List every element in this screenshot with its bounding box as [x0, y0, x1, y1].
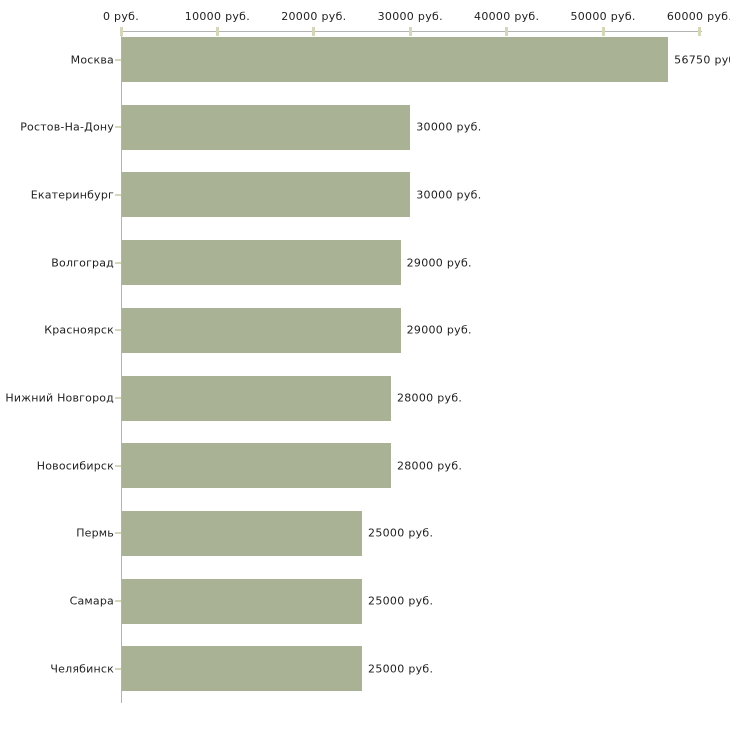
x-axis-tick-mark — [505, 27, 509, 36]
bar — [122, 510, 363, 556]
bar-value-label: 30000 руб. — [416, 188, 482, 202]
bar — [122, 375, 391, 421]
x-axis-tick-mark — [601, 27, 605, 36]
x-axis-tick-mark — [408, 27, 412, 36]
x-axis-tick-label: 20000 руб. — [281, 10, 347, 23]
bar-value-label: 56750 руб — [674, 53, 730, 66]
bar — [122, 104, 411, 150]
bar — [122, 443, 391, 489]
category-label: Самара — [69, 594, 114, 608]
y-axis-tick-mark — [115, 397, 121, 399]
bar-value-label: 28000 руб. — [396, 459, 463, 473]
y-axis-tick-mark — [115, 667, 121, 670]
bar-value-label: 25000 руб. — [368, 662, 434, 676]
x-axis-tick-mark — [215, 27, 219, 36]
x-axis-tick-label: 30000 руб. — [377, 10, 443, 23]
bar-value-label: 25000 руб. — [368, 526, 434, 540]
category-label: Волгоград — [51, 256, 114, 270]
x-axis-tick-label: 60000 руб. — [666, 10, 730, 23]
x-axis-tick-mark — [119, 27, 123, 36]
bar — [122, 578, 363, 624]
x-axis-tick-label: 10000 руб. — [184, 10, 251, 23]
y-axis-tick-mark — [115, 126, 121, 129]
category-label: Пермь — [76, 526, 114, 540]
y-axis-tick-mark — [115, 329, 121, 332]
category-label: Челябинск — [50, 662, 114, 676]
y-axis-line — [121, 31, 122, 703]
y-axis-tick-mark — [115, 600, 121, 603]
category-label: Новосибирск — [36, 459, 114, 473]
bar-value-label: 29000 руб. — [406, 256, 472, 270]
y-axis-tick-mark — [115, 193, 121, 196]
x-axis-tick-mark — [312, 27, 316, 36]
x-axis-tick-label: 50000 руб. — [570, 10, 636, 23]
bar — [122, 240, 401, 286]
bar-value-label: 29000 руб. — [406, 323, 472, 337]
bar — [122, 37, 669, 82]
category-label: Нижний Новгород — [5, 391, 114, 405]
bar — [122, 646, 363, 692]
category-label: Ростов-На-Дону — [20, 120, 114, 134]
category-label: Екатеринбург — [30, 188, 114, 202]
y-axis-tick-mark — [115, 58, 121, 61]
x-axis-tick-label: 40000 руб. — [474, 10, 540, 23]
y-axis-tick-mark — [115, 464, 121, 467]
category-label: Москва — [70, 53, 114, 66]
bar — [122, 172, 411, 218]
y-axis-tick-mark — [115, 261, 121, 264]
bar-value-label: 25000 руб. — [368, 594, 434, 608]
bar-value-label: 28000 руб. — [396, 391, 463, 405]
bar-value-label: 30000 руб. — [416, 120, 482, 134]
x-axis-tick-mark — [698, 27, 701, 36]
y-axis-tick-mark — [115, 532, 121, 535]
x-axis-tick-label: 0 руб. — [102, 10, 140, 23]
category-label: Красноярск — [44, 323, 114, 337]
bar — [122, 307, 401, 353]
